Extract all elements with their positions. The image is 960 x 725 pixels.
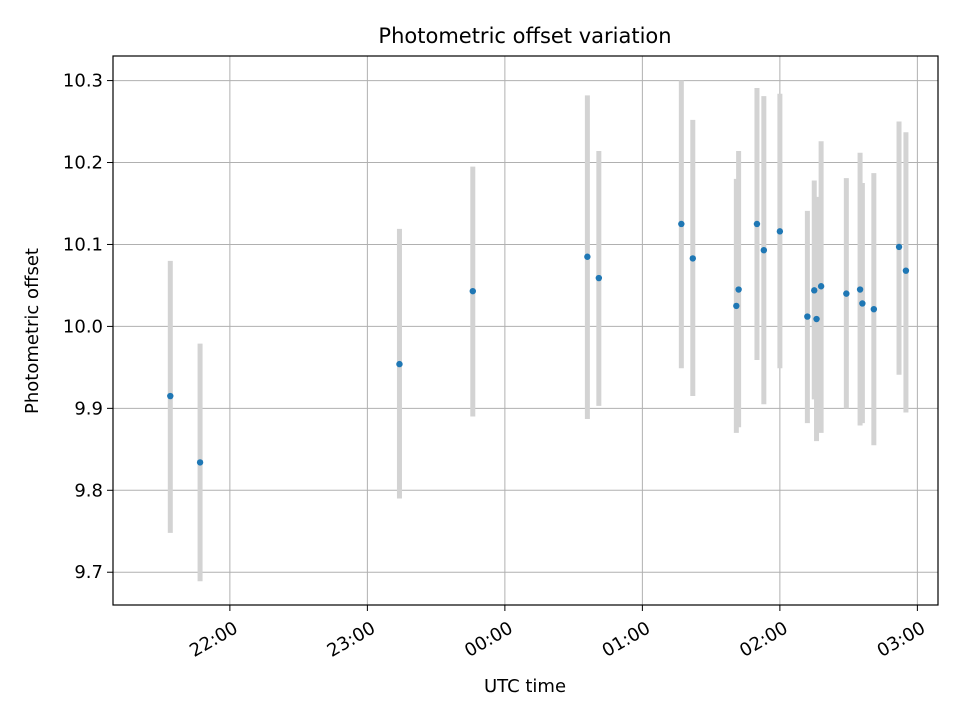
- data-point: [856, 286, 864, 293]
- data-point: [735, 286, 742, 293]
- data-point: [811, 287, 818, 294]
- data-point: [167, 392, 174, 400]
- data-point: [843, 290, 850, 297]
- data-point: [196, 459, 204, 466]
- data-point: [817, 283, 825, 290]
- data-point: [902, 267, 910, 274]
- y-tick-label: 9.8: [74, 480, 103, 501]
- data-point: [678, 220, 685, 228]
- data-point: [895, 243, 903, 251]
- y-tick-label: 10.2: [63, 153, 103, 174]
- y-tick-label: 9.7: [74, 562, 103, 583]
- y-tick-label: 10.3: [63, 71, 103, 92]
- data-points: [167, 220, 910, 466]
- data-point: [804, 313, 811, 320]
- data-point: [584, 253, 591, 260]
- data-point: [733, 302, 740, 310]
- y-tick-label: 9.9: [74, 398, 103, 419]
- data-point: [689, 255, 696, 262]
- y-axis-title: Photometric offset: [22, 248, 43, 414]
- x-axis-title: UTC time: [484, 676, 566, 697]
- data-point: [870, 305, 878, 313]
- data-point: [396, 360, 403, 368]
- data-point: [776, 228, 784, 235]
- grid-lines: [113, 56, 938, 605]
- data-point: [753, 220, 761, 228]
- plot-frame: [112, 55, 939, 606]
- y-tick-label: 10.0: [63, 316, 103, 337]
- data-point: [859, 300, 866, 307]
- chart-title: Photometric offset variation: [378, 24, 671, 48]
- data-point: [813, 315, 820, 323]
- data-point: [760, 246, 768, 254]
- y-tick-label: 10.1: [63, 234, 103, 255]
- data-point: [469, 287, 476, 295]
- data-point: [595, 274, 603, 282]
